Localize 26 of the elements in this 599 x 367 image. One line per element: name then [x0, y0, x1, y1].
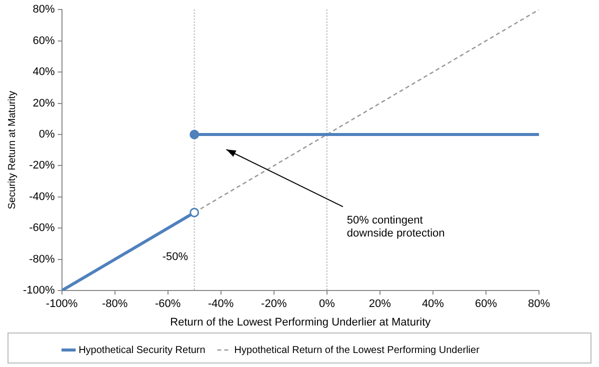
y-tick-label: -60%	[29, 222, 56, 234]
y-tick-label: -20%	[29, 160, 56, 172]
y-tick-label: -40%	[29, 190, 56, 203]
y-tick-label: -80%	[29, 253, 56, 266]
x-tick-label: 0%	[318, 298, 336, 310]
x-axis-title: Return of the Lowest Performing Underlier at Maturity	[170, 316, 432, 328]
x-tick-label: -100%	[46, 298, 78, 310]
annotation: 50% contingent downside protection	[346, 214, 445, 240]
y-tick-label: 40%	[32, 66, 55, 78]
y-tick-label: 60%	[32, 34, 55, 47]
y-tick-label: 20%	[32, 97, 55, 110]
x-tick-label: 20%	[368, 298, 392, 310]
x-tick-label: -80%	[102, 298, 128, 310]
legend-label: Hypothetical Return of the Lowest Performing Underlier	[234, 344, 480, 356]
y-tick-label: -100%	[23, 284, 56, 297]
annotation: -50%	[162, 250, 188, 263]
y-axis-title: Security Return at Maturity	[6, 90, 18, 210]
x-tick-label: 60%	[474, 298, 498, 310]
x-tick-label: 80%	[528, 298, 550, 310]
x-tick-label: -20%	[261, 298, 287, 310]
x-tick-label: -60%	[155, 298, 181, 310]
x-tick-label: 40%	[422, 298, 444, 310]
x-tick-label: -40%	[208, 298, 234, 310]
y-tick-label: 0%	[38, 128, 56, 141]
y-tick-label: 80%	[32, 4, 55, 16]
legend-label: Hypothetical Security Return	[78, 344, 206, 356]
